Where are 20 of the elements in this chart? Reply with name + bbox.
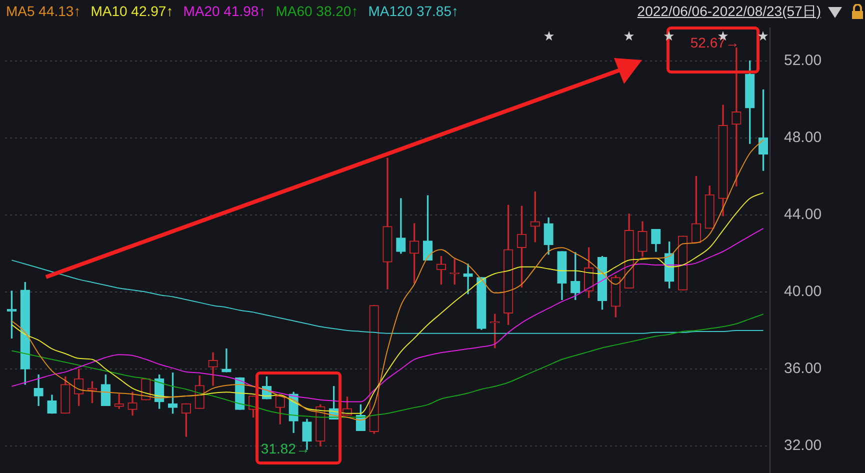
candlestick [114, 394, 124, 409]
text: MA5 44.13↑ [6, 3, 81, 19]
y-tick-label: 40.00 [784, 283, 822, 300]
candlestick [396, 198, 406, 254]
candlestick [732, 48, 742, 186]
text: MA20 41.98↑ [183, 3, 266, 19]
annotation: 31.82→ [260, 440, 310, 456]
candlestick [463, 264, 473, 294]
y-tick-label: 48.00 [784, 128, 822, 146]
y-tick-label: 36.00 [784, 360, 822, 378]
text: MA60 38.20↑ [276, 3, 358, 19]
y-tick-label: 32.00 [784, 437, 822, 454]
y-tick-label: 52.00 [784, 52, 822, 69]
y-tick-label: 44.00 [784, 206, 822, 224]
candlestick [222, 348, 232, 372]
line-series [11, 260, 764, 334]
text: MA10 42.97↑ [90, 3, 174, 19]
text: MA120 37.85↑ [368, 3, 459, 19]
chart-title: 2022/06/06-2022/08/23(57日) [637, 3, 821, 21]
annotation: 52.67→ [690, 34, 740, 51]
